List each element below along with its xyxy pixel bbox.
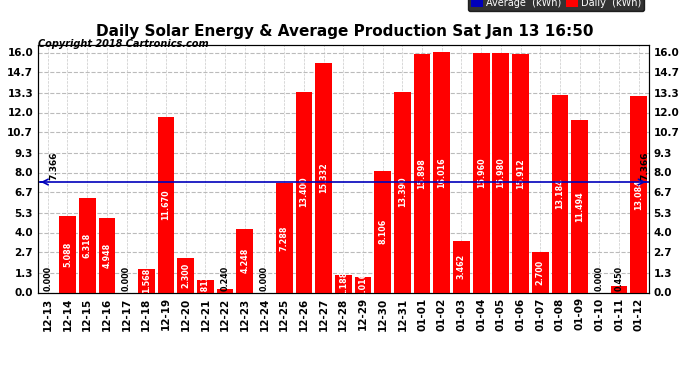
Text: 0.450: 0.450 xyxy=(615,266,624,291)
Text: 0.000: 0.000 xyxy=(260,266,269,291)
Text: 13.184: 13.184 xyxy=(555,178,564,209)
Text: 7.366: 7.366 xyxy=(49,151,58,180)
Bar xyxy=(138,269,155,292)
Text: 0.000: 0.000 xyxy=(122,266,131,291)
Bar xyxy=(276,183,293,292)
Bar xyxy=(631,96,647,292)
Text: 15.332: 15.332 xyxy=(319,162,328,193)
Legend: Average  (kWh), Daily  (kWh): Average (kWh), Daily (kWh) xyxy=(469,0,644,11)
Text: 15.898: 15.898 xyxy=(417,158,426,189)
Bar xyxy=(512,54,529,292)
Bar xyxy=(394,92,411,292)
Bar xyxy=(295,92,313,292)
Bar xyxy=(611,286,627,292)
Text: 7.366: 7.366 xyxy=(640,151,649,180)
Bar xyxy=(433,52,450,292)
Text: 15.960: 15.960 xyxy=(477,158,486,188)
Text: 4.948: 4.948 xyxy=(102,243,111,268)
Text: 1.016: 1.016 xyxy=(359,272,368,297)
Bar xyxy=(532,252,549,292)
Text: 3.462: 3.462 xyxy=(457,254,466,279)
Bar xyxy=(374,171,391,292)
Bar xyxy=(315,63,332,292)
Bar xyxy=(237,229,253,292)
Text: 0.000: 0.000 xyxy=(595,266,604,291)
Text: 1.188: 1.188 xyxy=(339,271,348,296)
Text: 0.240: 0.240 xyxy=(221,266,230,291)
Bar xyxy=(453,241,470,292)
Bar xyxy=(177,258,194,292)
Bar xyxy=(335,274,352,292)
Text: 15.912: 15.912 xyxy=(516,158,525,189)
Text: 0.812: 0.812 xyxy=(201,274,210,299)
Bar xyxy=(355,277,371,292)
Text: 2.700: 2.700 xyxy=(535,260,545,285)
Text: Daily Solar Energy & Average Production Sat Jan 13 16:50: Daily Solar Energy & Average Production … xyxy=(96,24,594,39)
Bar xyxy=(217,289,233,292)
Bar xyxy=(551,95,569,292)
Bar xyxy=(197,280,214,292)
Text: 13.390: 13.390 xyxy=(398,177,407,207)
Text: 4.248: 4.248 xyxy=(240,248,249,273)
Bar xyxy=(99,218,115,292)
Text: 7.288: 7.288 xyxy=(279,225,288,251)
Text: 0.000: 0.000 xyxy=(43,266,52,291)
Bar xyxy=(473,53,489,292)
Text: 2.300: 2.300 xyxy=(181,262,190,288)
Text: 6.318: 6.318 xyxy=(83,232,92,258)
Text: 16.016: 16.016 xyxy=(437,157,446,188)
Text: 13.084: 13.084 xyxy=(634,179,643,210)
Text: 5.088: 5.088 xyxy=(63,242,72,267)
Bar xyxy=(59,216,76,292)
Text: Copyright 2018 Cartronics.com: Copyright 2018 Cartronics.com xyxy=(38,39,208,50)
Text: 8.106: 8.106 xyxy=(378,219,387,245)
Text: 11.494: 11.494 xyxy=(575,191,584,222)
Bar xyxy=(157,117,175,292)
Bar xyxy=(79,198,96,292)
Text: 1.568: 1.568 xyxy=(141,268,151,293)
Text: 11.670: 11.670 xyxy=(161,190,170,220)
Bar xyxy=(414,54,431,292)
Text: 13.400: 13.400 xyxy=(299,177,308,207)
Bar xyxy=(493,53,509,292)
Text: 15.980: 15.980 xyxy=(496,157,505,188)
Bar xyxy=(571,120,588,292)
